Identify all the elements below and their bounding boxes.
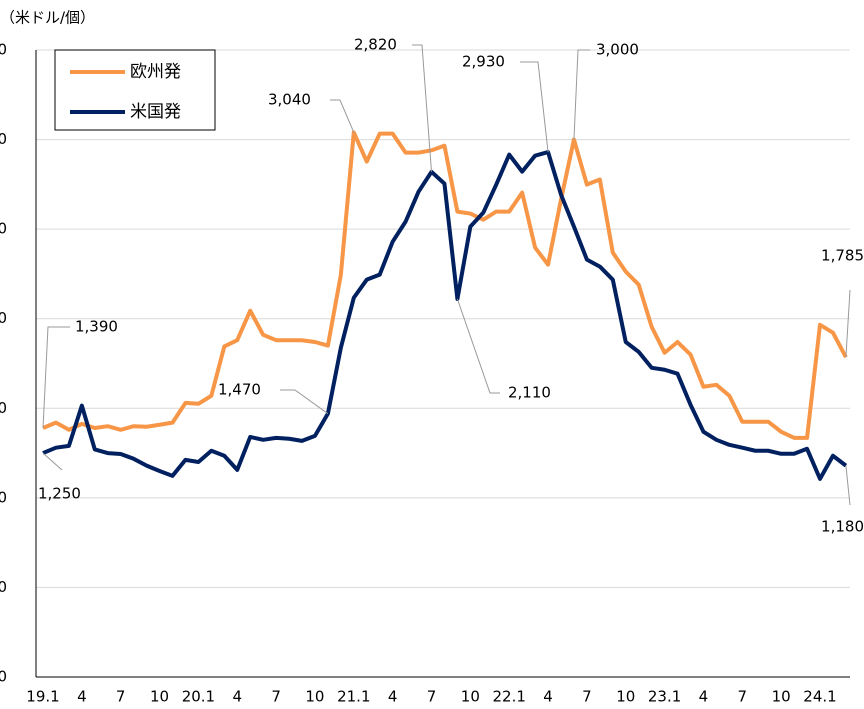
x-tick-label: 4 [77, 688, 87, 706]
x-tick-label: 7 [116, 688, 126, 706]
data-label: 1,785 [821, 247, 864, 265]
x-tick-label: 10 [150, 688, 169, 706]
x-tick-label: 4 [388, 688, 398, 706]
data-label: 3,040 [268, 91, 311, 109]
data-label: 1,180 [821, 518, 864, 536]
legend-label: 米国発 [130, 102, 181, 122]
leader-line [42, 452, 63, 471]
y-tick-label: 3,500 [0, 41, 7, 59]
series-line [42, 130, 848, 440]
leader-line [573, 49, 590, 140]
x-tick-label: 4 [232, 688, 242, 706]
x-tick-label: 10 [305, 688, 324, 706]
x-tick-label: 7 [738, 688, 748, 706]
leader-line [845, 289, 851, 358]
y-tick-label: 500 [0, 578, 7, 596]
data-label: 1,250 [38, 485, 81, 503]
y-tick-label: 0 [0, 668, 7, 686]
y-tick-label: 1,500 [0, 399, 7, 417]
x-tick-label: 19.1 [26, 688, 59, 706]
legend-label: 欧州発 [130, 62, 181, 82]
y-tick-label: 3,000 [0, 130, 7, 148]
x-tick-label: 10 [461, 688, 480, 706]
leader-line [280, 389, 329, 415]
x-tick-label: 10 [772, 688, 791, 706]
x-tick-label: 4 [543, 688, 553, 706]
x-tick-label: 20.1 [182, 688, 215, 706]
leader-line [520, 61, 549, 153]
x-tick-label: 7 [427, 688, 437, 706]
legend-box [54, 49, 216, 131]
x-tick-label: 7 [582, 688, 592, 706]
x-tick-label: 22.1 [492, 688, 525, 706]
x-tick-label: 7 [271, 688, 281, 706]
data-label: 1,470 [218, 381, 261, 399]
y-axis-label: （米ドル/個） [0, 9, 95, 27]
data-label: 2,820 [354, 36, 397, 54]
leader-line [412, 44, 432, 172]
x-tick-label: 23.1 [648, 688, 681, 706]
data-label: 2,930 [462, 53, 505, 71]
data-label: 2,110 [508, 384, 551, 402]
leader-line [330, 99, 355, 133]
data-label: 3,000 [596, 41, 639, 59]
y-tick-label: 2,500 [0, 220, 7, 238]
y-tick-label: 2,000 [0, 309, 7, 327]
leader-line [42, 326, 70, 429]
y-tick-label: 1,000 [0, 488, 7, 506]
leader-line [845, 465, 851, 506]
x-tick-label: 24.1 [803, 688, 836, 706]
x-tick-label: 10 [616, 688, 635, 706]
leader-line [456, 298, 500, 394]
data-label: 1,390 [75, 318, 118, 336]
x-tick-label: 4 [699, 688, 709, 706]
x-tick-label: 21.1 [337, 688, 370, 706]
series-line [42, 150, 848, 481]
